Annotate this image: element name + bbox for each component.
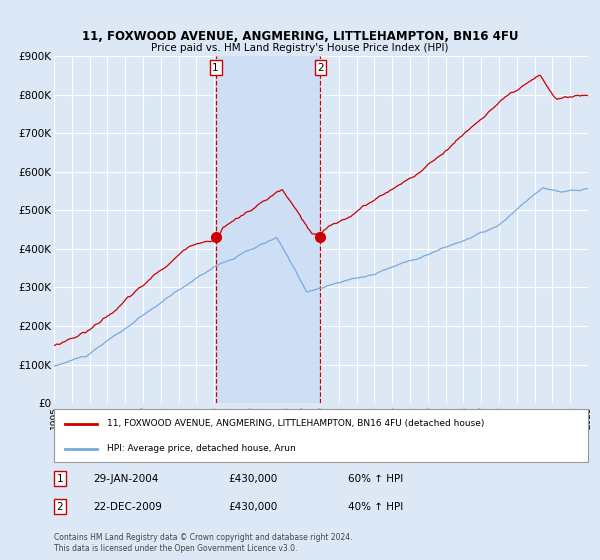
Text: 2: 2 — [317, 63, 324, 73]
Text: 29-JAN-2004: 29-JAN-2004 — [93, 474, 158, 484]
Text: 1: 1 — [56, 474, 64, 484]
Text: Contains HM Land Registry data © Crown copyright and database right 2024.
This d: Contains HM Land Registry data © Crown c… — [54, 533, 353, 553]
Text: HPI: Average price, detached house, Arun: HPI: Average price, detached house, Arun — [107, 444, 296, 453]
Bar — [215, 56, 320, 403]
Text: 11, FOXWOOD AVENUE, ANGMERING, LITTLEHAMPTON, BN16 4FU: 11, FOXWOOD AVENUE, ANGMERING, LITTLEHAM… — [82, 30, 518, 43]
Text: 22-DEC-2009: 22-DEC-2009 — [93, 502, 162, 512]
Text: £430,000: £430,000 — [228, 502, 277, 512]
Text: 60% ↑ HPI: 60% ↑ HPI — [348, 474, 403, 484]
Text: 11, FOXWOOD AVENUE, ANGMERING, LITTLEHAMPTON, BN16 4FU (detached house): 11, FOXWOOD AVENUE, ANGMERING, LITTLEHAM… — [107, 419, 485, 428]
Text: Price paid vs. HM Land Registry's House Price Index (HPI): Price paid vs. HM Land Registry's House … — [151, 43, 449, 53]
Text: 1: 1 — [212, 63, 219, 73]
Text: £430,000: £430,000 — [228, 474, 277, 484]
Text: 2: 2 — [56, 502, 64, 512]
Text: 40% ↑ HPI: 40% ↑ HPI — [348, 502, 403, 512]
